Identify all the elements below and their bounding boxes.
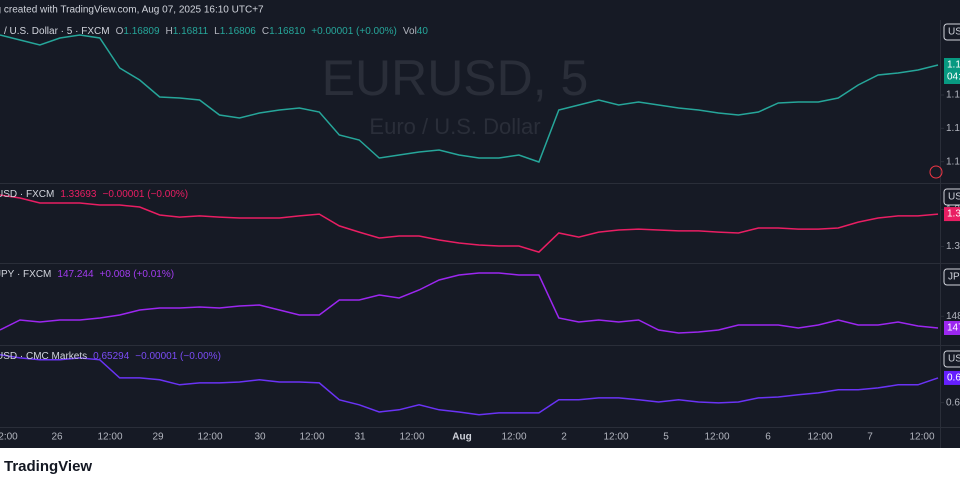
- last-price-label: 1.1: [947, 60, 960, 71]
- y-tick-label: 0.6: [946, 397, 960, 408]
- currency-box: [943, 350, 960, 368]
- legend-stat: 40: [417, 26, 429, 37]
- time-label: 12:00: [399, 432, 424, 443]
- legend-stat: +0.00001 (+0.00%): [311, 26, 397, 37]
- currency-box: [943, 23, 960, 41]
- legend: JPY · FXCM 147.244 +0.008 (+0.01%): [0, 269, 174, 280]
- legend-stat: 1.16811: [173, 26, 209, 37]
- last-price-box: [944, 320, 960, 335]
- y-tick-label: 1.1: [946, 156, 960, 167]
- legend-name: USD · FXCM: [0, 189, 54, 200]
- last-price-label: 0.6: [947, 373, 960, 384]
- legend-stat: 1.16806: [220, 26, 257, 37]
- price-line: [0, 354, 939, 416]
- legend-name: / U.S. Dollar · 5 · FXCM: [4, 26, 110, 37]
- legend-stat: 1.16809: [123, 26, 160, 37]
- currency-label: JPY: [948, 272, 960, 283]
- time-label: 29: [152, 432, 164, 443]
- time-label: 12:00: [299, 432, 324, 443]
- y-tick-label: 148: [946, 311, 960, 322]
- currency-label: US: [948, 192, 960, 203]
- legend-stat: 1.16810: [269, 26, 306, 37]
- currency-label: US: [948, 354, 960, 365]
- alert-icon: [929, 165, 943, 179]
- legend-stat: +0.008 (+0.01%): [100, 269, 175, 280]
- legend-stat: −0.00001 (−0.00%): [103, 189, 189, 200]
- last-price-box: [944, 370, 960, 385]
- footer-brand: TradingView: [4, 458, 92, 475]
- watermark-description: Euro / U.S. Dollar: [369, 114, 540, 139]
- y-tick-label: 1.3: [946, 241, 960, 252]
- time-label: 5: [663, 432, 669, 443]
- legend-stat: −0.00001 (−0.00%): [135, 351, 221, 362]
- time-label: Aug: [452, 432, 471, 443]
- legend-stat: 1.33693: [60, 189, 97, 200]
- legend-stat: Vol: [403, 26, 417, 37]
- y-tick-label: 1.1: [946, 123, 960, 134]
- time-label: 30: [254, 432, 266, 443]
- time-label: 12:00: [197, 432, 222, 443]
- legend: USD · CMC Markets 0.65294 −0.00001 (−0.00%…: [0, 351, 221, 362]
- time-label: 12:00: [909, 432, 934, 443]
- price-line: [0, 34, 939, 163]
- time-label: 6: [765, 432, 771, 443]
- legend: / U.S. Dollar · 5 · FXCM O1.16809 H1.16811…: [4, 26, 428, 37]
- header-text: ng created with TradingView.com, Aug 07,…: [0, 5, 264, 16]
- watermark-symbol: EURUSD, 5: [322, 50, 589, 106]
- legend-stat: O: [116, 26, 124, 37]
- price-line: [0, 194, 939, 253]
- currency-box: [943, 188, 960, 206]
- legend-stat: C: [262, 26, 269, 37]
- legend-stat: H: [166, 26, 173, 37]
- countdown-label: 04:5: [947, 72, 960, 83]
- currency-label: US: [948, 27, 960, 38]
- chart-background: [0, 0, 960, 448]
- legend-name: JPY · FXCM: [0, 269, 51, 280]
- time-label: 12:00: [603, 432, 628, 443]
- time-label: 12:00: [97, 432, 122, 443]
- time-label: 12:00: [807, 432, 832, 443]
- currency-box: [943, 268, 960, 286]
- time-label: 26: [51, 432, 63, 443]
- time-label: 31: [354, 432, 366, 443]
- time-label: 12:00: [704, 432, 729, 443]
- pane-separators: [0, 20, 960, 448]
- last-price-box: [944, 58, 960, 84]
- last-price-label: 1.3: [947, 209, 960, 220]
- time-label: 2: [561, 432, 567, 443]
- legend-stat: 0.65294: [93, 351, 130, 362]
- last-price-label: 147: [947, 323, 960, 334]
- time-label: 7: [867, 432, 873, 443]
- legend: USD · FXCM 1.33693 −0.00001 (−0.00%): [0, 189, 188, 200]
- legend-stat: 147.244: [57, 269, 94, 280]
- legend-name: USD · CMC Markets: [0, 351, 87, 362]
- time-label: 2:00: [0, 432, 18, 443]
- legend-stat: L: [214, 26, 220, 37]
- time-label: 12:00: [501, 432, 526, 443]
- y-tick-label: 1.16: [946, 90, 960, 101]
- price-line: [0, 272, 939, 334]
- last-price-box: [944, 207, 960, 222]
